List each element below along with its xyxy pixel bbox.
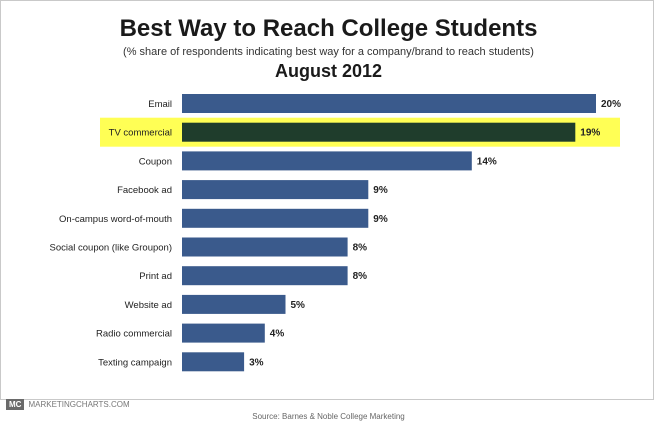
value-label: 8% [353,271,368,282]
bar [182,151,472,171]
category-label: Texting campaign [98,357,172,368]
category-label: Website ad [125,300,172,311]
bar [182,237,348,257]
category-label: Radio commercial [96,329,172,340]
bar [182,122,576,142]
branding: MC MARKETINGCHARTS.COM [6,398,130,410]
category-label: On-campus word-of-mouth [59,214,172,225]
value-label: 4% [270,329,285,340]
category-label: TV commercial [109,128,172,139]
category-label: Facebook ad [117,185,172,196]
chart-title: Best Way to Reach College Students [119,15,538,42]
bar-chart: Email 20% TV commercial 19% Coupon 14% Faceboo… [49,94,621,372]
category-label: Coupon [139,156,172,167]
chart-date: August 2012 [274,61,383,81]
value-label: 8% [353,243,368,254]
value-label: 3% [249,357,264,368]
site-name: MARKETINGCHARTS.COM [28,399,130,409]
value-label: 14% [477,156,497,167]
bar [182,352,245,372]
value-label: 9% [373,214,388,225]
category-label: Email [148,99,172,110]
category-label: Social coupon (like Groupon) [49,243,172,254]
bar [182,208,369,228]
bar [182,266,348,286]
value-label: 9% [373,185,388,196]
bar [182,180,369,200]
chart-subtitle: (% share of respondents indicating best … [123,46,534,58]
value-label: 5% [291,300,306,311]
bar [182,323,265,343]
chart-frame [0,0,654,400]
category-label: Print ad [139,271,172,282]
source-note: Source: Barnes & Noble College Marketing [252,412,405,421]
value-label: 19% [580,128,600,139]
mc-logo: MC [6,398,25,410]
bar [182,294,286,314]
value-label: 20% [601,99,621,110]
bar [182,94,596,113]
